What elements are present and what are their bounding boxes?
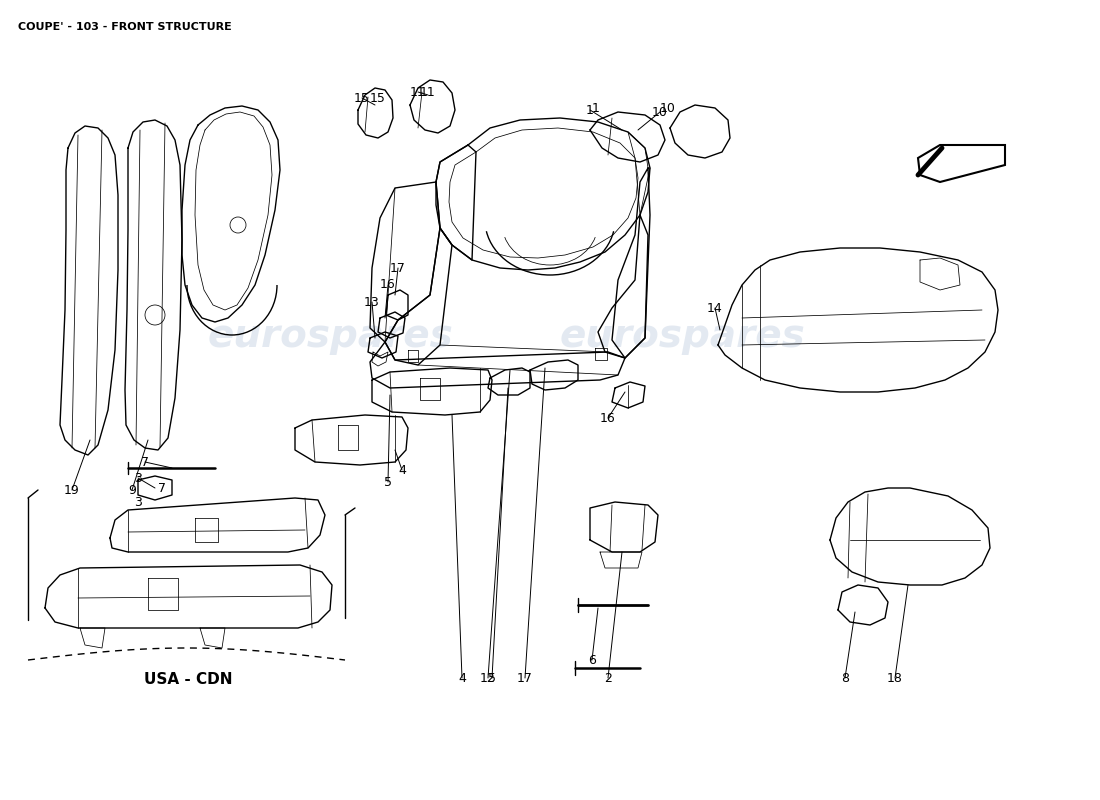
Text: 14: 14 — [707, 302, 723, 314]
Text: 5: 5 — [488, 671, 496, 685]
Text: 13: 13 — [364, 295, 380, 309]
Text: 15: 15 — [354, 91, 370, 105]
Text: 4: 4 — [458, 671, 466, 685]
Text: 4: 4 — [398, 463, 406, 477]
Text: 10: 10 — [660, 102, 675, 114]
Text: 11: 11 — [420, 86, 436, 98]
Text: 1: 1 — [592, 102, 600, 114]
Text: 16: 16 — [381, 278, 396, 291]
Text: 17: 17 — [390, 262, 406, 274]
Text: 5: 5 — [384, 475, 392, 489]
Text: 11: 11 — [410, 86, 426, 98]
Text: USA - CDN: USA - CDN — [144, 673, 232, 687]
Polygon shape — [918, 145, 1005, 182]
Text: 16: 16 — [601, 411, 616, 425]
Text: eurospares: eurospares — [207, 317, 453, 355]
Text: 10: 10 — [652, 106, 668, 118]
Text: 1: 1 — [586, 103, 594, 117]
Text: 15: 15 — [370, 91, 386, 105]
Text: 18: 18 — [887, 671, 903, 685]
Text: 12: 12 — [480, 671, 496, 685]
Text: 7: 7 — [141, 455, 149, 469]
Text: eurospares: eurospares — [559, 317, 805, 355]
Text: 9: 9 — [128, 483, 136, 497]
Text: 8: 8 — [842, 671, 849, 685]
Text: 17: 17 — [517, 671, 532, 685]
Text: 3: 3 — [134, 471, 142, 485]
Text: 7: 7 — [158, 482, 166, 494]
Text: 3: 3 — [134, 495, 142, 509]
Text: COUPE' - 103 - FRONT STRUCTURE: COUPE' - 103 - FRONT STRUCTURE — [18, 22, 232, 32]
Text: 6: 6 — [588, 654, 596, 666]
Text: 2: 2 — [604, 671, 612, 685]
Text: 19: 19 — [64, 483, 80, 497]
